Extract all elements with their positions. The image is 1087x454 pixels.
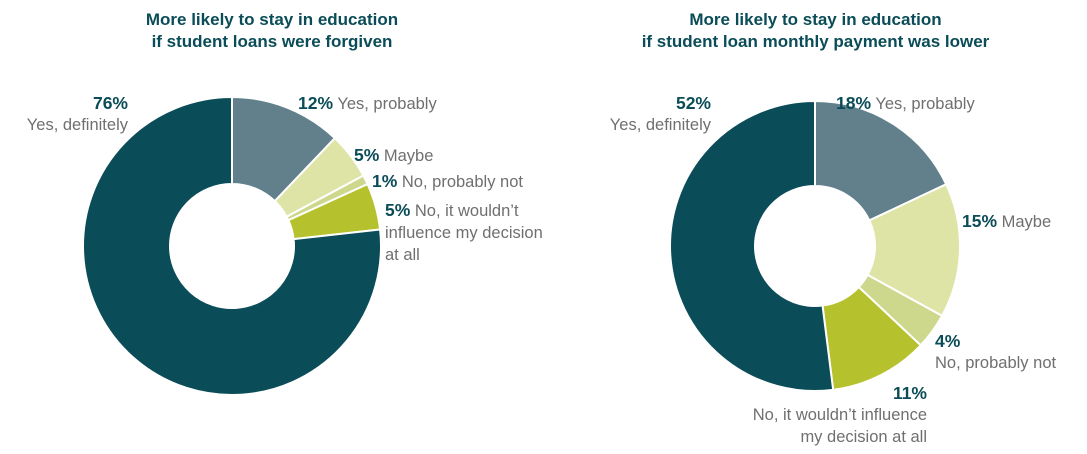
- slice-label-yes-probably: 12% Yes, probably: [298, 92, 437, 115]
- chart-title-line: if student loans were forgiven: [151, 32, 393, 51]
- slice-pct: 5%: [385, 200, 411, 220]
- chart-right: More likely to stay in education if stud…: [544, 0, 1087, 454]
- pie-slice-yes-definitely: [82, 95, 382, 396]
- slice-text: No, probably not: [935, 354, 1057, 372]
- slice-label-wouldnt-influence: 5% No, it wouldn’t influence my decision…: [385, 199, 543, 266]
- slice-pct: 18%: [836, 93, 872, 113]
- pie-slice-maybe: [866, 182, 961, 318]
- slice-text: at all: [385, 246, 420, 264]
- slice-label-yes-definitely: 76% Yes, definitely: [27, 92, 128, 136]
- slice-pct: 5%: [354, 145, 380, 165]
- slice-pct: 11%: [892, 383, 927, 403]
- slice-text: Maybe: [1001, 213, 1052, 231]
- slice-text: influence my decision: [385, 224, 543, 242]
- slice-pct: 76%: [92, 93, 128, 113]
- slice-pct: 12%: [298, 93, 334, 113]
- slice-label-maybe: 15% Maybe: [962, 210, 1051, 233]
- slice-label-probably-not: 4% No, probably not: [935, 330, 1056, 374]
- slice-label-maybe: 5% Maybe: [354, 144, 433, 167]
- slice-label-wouldnt-influence: 11% No, it wouldn’t influence my decisio…: [753, 382, 927, 448]
- slice-pct: 1%: [372, 171, 398, 191]
- chart-title-line: if student loan monthly payment was lowe…: [641, 32, 990, 51]
- slice-text: Yes, probably: [337, 95, 437, 113]
- slice-text: No, probably not: [401, 173, 523, 191]
- slice-text: Maybe: [383, 147, 434, 165]
- slice-text: No, it wouldn’t influence: [752, 406, 927, 424]
- chart-title-line: More likely to stay in education: [145, 10, 399, 29]
- slice-text: my decision at all: [800, 428, 927, 446]
- slice-text: No, it wouldn’t: [414, 202, 519, 220]
- slice-text: Yes, definitely: [609, 116, 711, 134]
- slice-pct: 15%: [962, 211, 998, 231]
- slice-label-probably-not: 1% No, probably not: [372, 170, 523, 193]
- slice-label-yes-definitely: 52% Yes, definitely: [610, 92, 711, 136]
- donut-chart-left: [82, 95, 382, 396]
- slice-text: Yes, probably: [875, 95, 975, 113]
- donut-chart-right: [669, 99, 961, 392]
- chart-title: More likely to stay in education if stud…: [0, 9, 544, 53]
- slice-label-yes-probably: 18% Yes, probably: [836, 92, 975, 115]
- chart-left: More likely to stay in education if stud…: [0, 9, 544, 396]
- pie-slice-yes-probably: [814, 99, 948, 222]
- chart-title-line: More likely to stay in education: [689, 10, 942, 29]
- slice-pct: 52%: [675, 93, 711, 113]
- pie-slice-yes-definitely: [669, 99, 835, 392]
- slice-pct: 4%: [935, 331, 961, 351]
- chart-title: More likely to stay in education if stud…: [544, 9, 1087, 53]
- slice-text: Yes, definitely: [26, 116, 128, 134]
